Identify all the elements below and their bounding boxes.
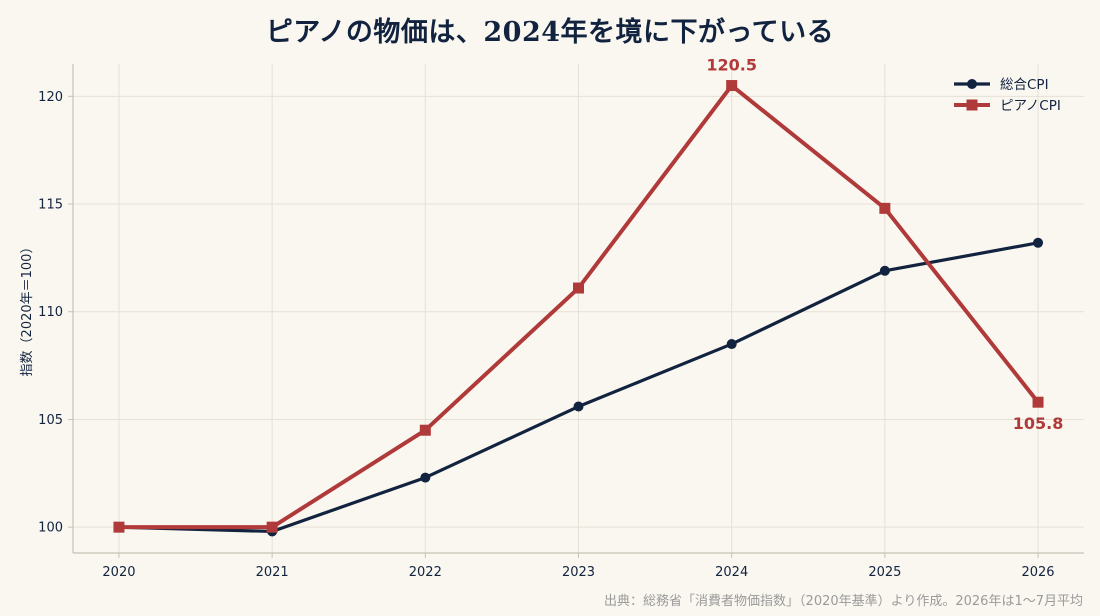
x-tick-label: 2021 [256,565,289,580]
y-tick-label: 105 [38,413,63,428]
grid-layer [73,64,1084,553]
annotation-layer: 120.5 105.8 [706,56,1063,434]
y-tick-label: 120 [38,90,63,105]
data-point-cpi [879,265,890,276]
x-tick-label: 2026 [1021,565,1054,580]
series-layer [113,80,1044,537]
data-point-cpi [573,401,584,412]
y-tick-label: 100 [38,521,63,536]
data-point-piano [1032,396,1044,408]
data-point-cpi [420,472,431,483]
data-point-piano [113,521,125,533]
data-point-piano [879,202,891,214]
legend-label: 総合CPI [1000,77,1049,93]
axis-layer: 2020 2021 2022 2023 2024 2025 2026 100 105 110 115… [20,64,1084,580]
y-tick-label: 110 [38,305,63,320]
legend: 総合CPI ピアノCPI [954,77,1061,114]
source-note: 出典：総務省「消費者物価指数」（2020年基準）より作成。2026年は1〜7月平… [604,594,1083,609]
x-tick-label: 2023 [562,565,595,580]
legend-label: ピアノCPI [1000,98,1061,114]
data-point-piano [419,424,431,436]
chart-title: ピアノの物価は、2024年を境に下がっている [265,17,835,48]
y-tick-label: 115 [38,198,63,213]
data-point-cpi [726,339,737,350]
data-point-cpi [1033,237,1044,248]
legend-marker [967,79,977,89]
x-tick-label: 2024 [715,565,748,580]
y-axis-title: 指数（2020年＝100） [20,241,35,377]
x-tick-label: 2022 [409,565,442,580]
data-point-piano [266,521,278,533]
data-label: 120.5 [706,56,757,75]
data-point-piano [573,282,584,294]
legend-marker [966,99,978,111]
x-tick-label: 2020 [102,565,135,580]
x-tick-label: 2025 [868,565,901,580]
data-point-piano [726,80,738,92]
data-label: 105.8 [1013,414,1064,433]
